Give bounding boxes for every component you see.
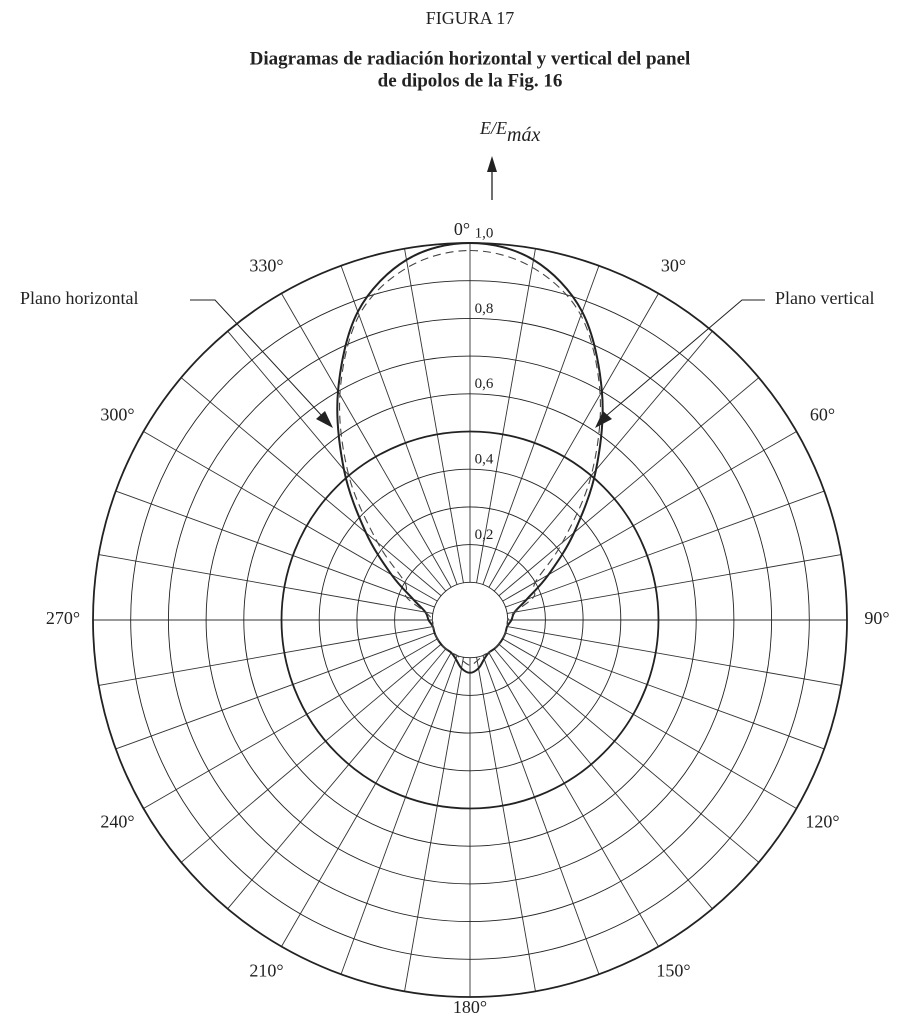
- ring-grid-line: [394, 544, 546, 696]
- theta-tick-label: 180°: [453, 997, 487, 1017]
- leader-arrowhead: [316, 411, 333, 428]
- radial-grid-line: [115, 632, 435, 750]
- radial-grid-line: [498, 643, 760, 863]
- leader-line: [190, 299, 323, 417]
- radial-grid-line: [505, 632, 825, 750]
- radial-grid-line: [404, 657, 464, 992]
- theta-tick-label: 150°: [656, 961, 690, 981]
- chart-subtitle: Diagramas de radiación horizontal y vert…: [250, 48, 691, 69]
- radial-grid-line: [505, 490, 825, 608]
- radial-grid-line: [507, 626, 842, 686]
- theta-tick-label: 210°: [249, 961, 283, 981]
- series-curve: [339, 249, 601, 666]
- curves: [336, 241, 604, 674]
- legend-label: Plano horizontal: [20, 288, 138, 308]
- radial-grid-line: [227, 648, 447, 910]
- theta-tick-label: 90°: [864, 608, 889, 628]
- series-curve: [336, 241, 604, 674]
- theta-tick-label: 30°: [661, 256, 686, 276]
- radial-grid-line: [488, 652, 659, 947]
- axis-label-sub: máx: [507, 124, 540, 146]
- polar-grid: [92, 242, 848, 998]
- radial-grid-line: [340, 655, 458, 975]
- theta-tick-label: 0°: [454, 219, 470, 239]
- radial-grid-line: [498, 377, 760, 597]
- radial-grid-line: [180, 377, 442, 597]
- ring-grid-line: [167, 317, 773, 923]
- radial-grid-line: [180, 643, 442, 863]
- radial-grid-line: [482, 655, 600, 975]
- labels: 0,2 0,4 0,6 0,8 1,0 0° 30° 60° 90° 120° 150° 180° 21…: [46, 219, 890, 1017]
- radial-grid-line: [476, 248, 536, 583]
- radial-grid-line: [507, 554, 842, 614]
- legend-label: Plano vertical: [775, 288, 874, 308]
- ring-grid-line: [318, 468, 622, 772]
- r-tick-label: 0,8: [475, 301, 494, 317]
- axis-label-main: E/E: [479, 118, 507, 138]
- chart-title: FIGURA 17: [426, 8, 515, 28]
- axis-arrowhead: [487, 156, 497, 172]
- radial-grid-line: [98, 554, 433, 614]
- radial-grid-line: [143, 638, 438, 809]
- radial-grid-line: [493, 648, 713, 910]
- r-tick-label: 0,6: [475, 376, 494, 392]
- theta-tick-label: 300°: [100, 405, 134, 425]
- leader-arrowhead: [595, 411, 612, 428]
- r-tick-label: 0,4: [475, 452, 494, 468]
- theta-tick-label: 120°: [805, 812, 839, 832]
- ring-grid-line: [280, 430, 660, 810]
- theta-tick-label: 270°: [46, 608, 80, 628]
- ring-grid-line: [356, 506, 584, 734]
- radial-grid-line: [482, 265, 600, 585]
- radial-grid-line: [476, 657, 536, 992]
- theta-tick-label: 330°: [249, 256, 283, 276]
- theta-tick-label: 240°: [100, 812, 134, 832]
- radial-grid-line: [281, 652, 452, 947]
- r-tick-label: 0,2: [475, 527, 494, 543]
- radial-grid-line: [143, 431, 438, 602]
- theta-tick-label: 60°: [810, 405, 835, 425]
- radial-grid-line: [115, 490, 435, 608]
- radial-grid-line: [340, 265, 458, 585]
- leader-line: [605, 299, 765, 417]
- ring-grid-line: [205, 355, 735, 885]
- radial-grid-line: [502, 638, 797, 809]
- axis-label: E/Emáx: [479, 118, 540, 145]
- ring-grid-line: [243, 393, 697, 847]
- radial-grid-line: [502, 431, 797, 602]
- radial-grid-line: [98, 626, 433, 686]
- chart-subtitle: de dipolos de la Fig. 16: [378, 70, 563, 91]
- radial-grid-line: [227, 330, 447, 592]
- radial-grid-line: [493, 330, 713, 592]
- radial-grid-line: [488, 293, 659, 588]
- r-tick-label: 1,0: [475, 225, 494, 241]
- radial-grid-line: [281, 293, 452, 588]
- ring-grid-line: [130, 280, 810, 960]
- radial-grid-line: [404, 248, 464, 583]
